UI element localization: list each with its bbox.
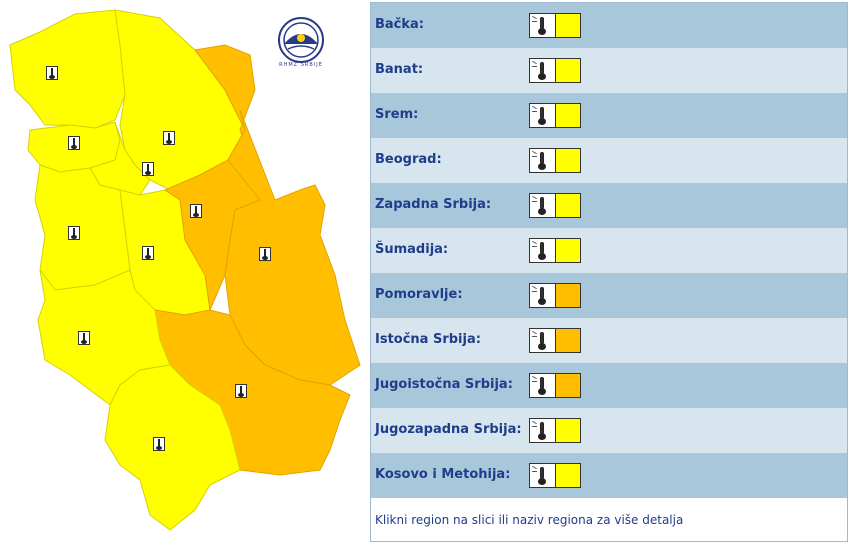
region-row-kosovo-i-metohija[interactable]: Kosovo i Metohija: xyxy=(371,453,847,498)
region-row-pomoravlje[interactable]: Pomoravlje: xyxy=(371,273,847,318)
warning-color-orange xyxy=(556,374,580,397)
thermometer-icon[interactable] xyxy=(78,331,90,345)
warning-indicator[interactable] xyxy=(529,148,581,173)
thermometer-icon[interactable] xyxy=(259,247,271,261)
thermometer-icon[interactable] xyxy=(68,136,80,150)
warning-color-orange xyxy=(556,329,580,352)
region-label[interactable]: Jugozapadna Srbija: xyxy=(375,422,522,437)
warning-color-yellow xyxy=(556,59,580,82)
thermometer-icon xyxy=(530,464,556,487)
thermometer-icon[interactable] xyxy=(46,66,58,80)
thermometer-icon xyxy=(530,149,556,172)
rhmz-logo-icon xyxy=(278,17,324,63)
logo-text: RHMZ SRBIJE xyxy=(279,62,323,68)
thermometer-icon xyxy=(530,14,556,37)
warning-map: RHMZ SRBIJE xyxy=(0,0,368,546)
region-label[interactable]: Srem: xyxy=(375,107,419,122)
region-row-istocna-srbija[interactable]: Istočna Srbija: xyxy=(371,318,847,363)
thermometer-icon xyxy=(530,374,556,397)
warning-indicator[interactable] xyxy=(529,418,581,443)
warning-color-yellow xyxy=(556,239,580,262)
thermometer-icon xyxy=(530,329,556,352)
region-label[interactable]: Zapadna Srbija: xyxy=(375,197,492,212)
region-row-beograd[interactable]: Beograd: xyxy=(371,138,847,183)
serbia-map xyxy=(9,9,361,531)
thermometer-icon xyxy=(530,104,556,127)
region-row-srem[interactable]: Srem: xyxy=(371,93,847,138)
region-row-backa[interactable]: Bačka: xyxy=(371,3,847,48)
thermometer-icon xyxy=(530,284,556,307)
region-warning-table: Bačka: Banat: Srem: Beograd: Zapadna Srb… xyxy=(370,2,848,542)
thermometer-icon[interactable] xyxy=(68,226,80,240)
warning-indicator[interactable] xyxy=(529,463,581,488)
region-row-banat[interactable]: Banat: xyxy=(371,48,847,93)
map-region-kosovo-i-metohija[interactable] xyxy=(104,364,241,531)
warning-color-yellow xyxy=(556,194,580,217)
thermometer-icon xyxy=(530,59,556,82)
map-region-backa[interactable] xyxy=(9,9,126,129)
warning-color-yellow xyxy=(556,149,580,172)
warning-color-yellow xyxy=(556,419,580,442)
warning-indicator[interactable] xyxy=(529,103,581,128)
warning-indicator[interactable] xyxy=(529,373,581,398)
region-label[interactable]: Bačka: xyxy=(375,17,425,32)
region-label[interactable]: Istočna Srbija: xyxy=(375,332,481,347)
thermometer-icon xyxy=(530,239,556,262)
region-label[interactable]: Beograd: xyxy=(375,152,442,167)
thermometer-icon xyxy=(530,419,556,442)
warning-color-yellow xyxy=(556,14,580,37)
warning-color-orange xyxy=(556,284,580,307)
thermometer-icon[interactable] xyxy=(142,246,154,260)
warning-indicator[interactable] xyxy=(529,193,581,218)
region-label[interactable]: Banat: xyxy=(375,62,424,77)
region-row-jugoistocna-srbija[interactable]: Jugoistočna Srbija: xyxy=(371,363,847,408)
footer-note: Klikni region na slici ili naziv regiona… xyxy=(375,513,684,527)
region-row-jugozapadna-srbija[interactable]: Jugozapadna Srbija: xyxy=(371,408,847,453)
region-row-sumadija[interactable]: Šumadija: xyxy=(371,228,847,273)
warning-indicator[interactable] xyxy=(529,58,581,83)
warning-indicator[interactable] xyxy=(529,238,581,263)
thermometer-icon[interactable] xyxy=(235,384,247,398)
region-label[interactable]: Jugoistočna Srbija: xyxy=(375,377,513,392)
region-label[interactable]: Kosovo i Metohija: xyxy=(375,467,511,482)
region-label[interactable]: Pomoravlje: xyxy=(375,287,463,302)
region-row-zapadna-srbija[interactable]: Zapadna Srbija: xyxy=(371,183,847,228)
thermometer-icon[interactable] xyxy=(190,204,202,218)
warning-indicator[interactable] xyxy=(529,328,581,353)
warning-color-yellow xyxy=(556,104,580,127)
warning-color-yellow xyxy=(556,464,580,487)
warning-indicator[interactable] xyxy=(529,13,581,38)
thermometer-icon[interactable] xyxy=(153,437,165,451)
warning-indicator[interactable] xyxy=(529,283,581,308)
map-region-istocna-srbija[interactable] xyxy=(224,109,361,386)
region-label[interactable]: Šumadija: xyxy=(375,242,449,257)
thermometer-icon[interactable] xyxy=(142,162,154,176)
thermometer-icon xyxy=(530,194,556,217)
thermometer-icon[interactable] xyxy=(163,131,175,145)
